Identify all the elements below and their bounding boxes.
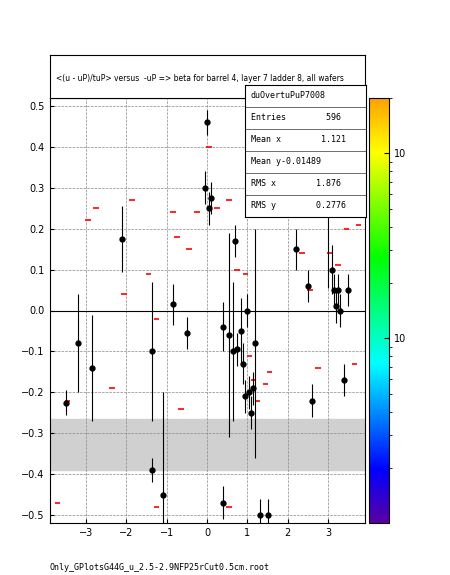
Text: Only_GPlotsG44G_u_2.5-2.9NFP25rCut0.5cm.root: Only_GPlotsG44G_u_2.5-2.9NFP25rCut0.5cm.…	[50, 563, 270, 572]
Text: Mean x        1.121: Mean x 1.121	[251, 135, 346, 144]
Text: RMS x        1.876: RMS x 1.876	[251, 179, 341, 189]
Text: duOvertuPuP7008: duOvertuPuP7008	[251, 91, 326, 100]
Bar	[50, 419, 365, 470]
Text: <(u - uP)/tuP> versus  -uP => beta for barrel 4, layer 7 ladder 8, all wafers: <(u - uP)/tuP> versus -uP => beta for ba…	[56, 74, 344, 83]
Text: Entries        596: Entries 596	[251, 113, 341, 122]
Text: Mean y-0.01489: Mean y-0.01489	[251, 158, 321, 166]
Text: RMS y        0.2776: RMS y 0.2776	[251, 201, 346, 210]
